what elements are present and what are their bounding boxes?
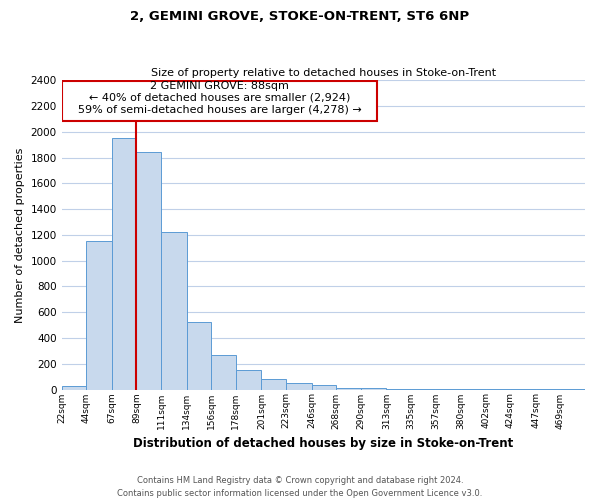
Text: Contains HM Land Registry data © Crown copyright and database right 2024.
Contai: Contains HM Land Registry data © Crown c… — [118, 476, 482, 498]
Text: 2, GEMINI GROVE, STOKE-ON-TRENT, ST6 6NP: 2, GEMINI GROVE, STOKE-ON-TRENT, ST6 6NP — [130, 10, 470, 23]
Bar — [336, 388, 361, 390]
Bar — [136, 152, 161, 390]
Bar — [86, 242, 112, 390]
Bar — [236, 370, 262, 390]
Bar — [262, 380, 286, 390]
Bar — [286, 383, 311, 390]
Bar — [112, 138, 136, 390]
Text: 2 GEMINI GROVE: 88sqm: 2 GEMINI GROVE: 88sqm — [150, 80, 289, 90]
Text: ← 40% of detached houses are smaller (2,924): ← 40% of detached houses are smaller (2,… — [89, 93, 350, 103]
Text: 59% of semi-detached houses are larger (4,278) →: 59% of semi-detached houses are larger (… — [77, 104, 361, 115]
Bar — [361, 388, 386, 390]
Title: Size of property relative to detached houses in Stoke-on-Trent: Size of property relative to detached ho… — [151, 68, 496, 78]
Bar — [311, 384, 336, 390]
Bar — [187, 322, 211, 390]
Bar — [386, 389, 411, 390]
Y-axis label: Number of detached properties: Number of detached properties — [15, 147, 25, 322]
Bar — [211, 356, 236, 390]
Bar — [161, 232, 187, 390]
X-axis label: Distribution of detached houses by size in Stoke-on-Trent: Distribution of detached houses by size … — [133, 437, 514, 450]
FancyBboxPatch shape — [62, 81, 377, 121]
Bar — [62, 386, 86, 390]
